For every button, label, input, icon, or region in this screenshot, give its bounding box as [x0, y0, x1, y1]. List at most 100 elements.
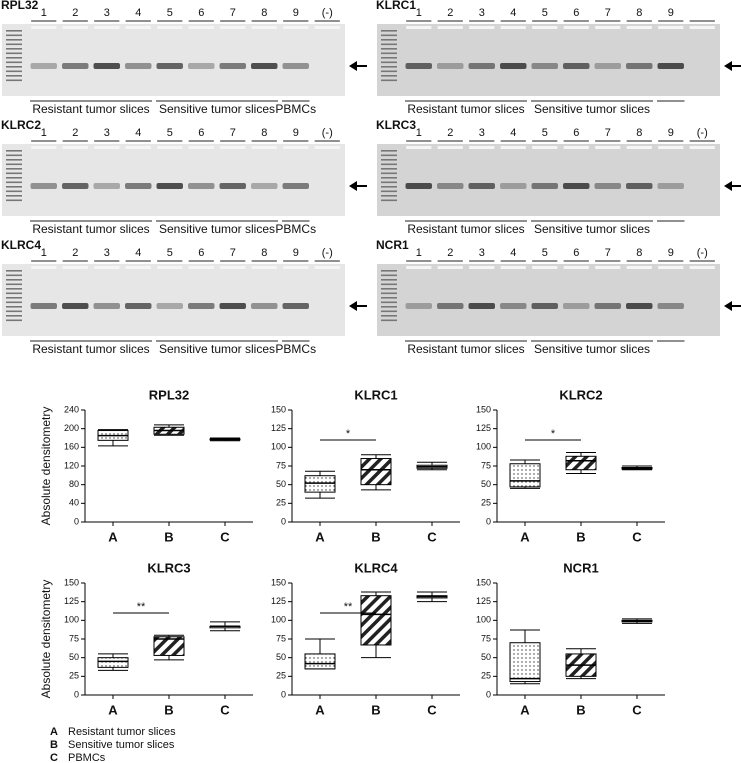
- ladder-band: [6, 190, 22, 193]
- well: [251, 266, 277, 269]
- x-tick-label: C: [220, 529, 230, 544]
- lane-label: 6: [198, 127, 204, 139]
- y-tick-label: 100: [476, 615, 491, 625]
- lane-label: 2: [72, 247, 78, 259]
- group-label: Resistant tumor slices: [32, 342, 149, 356]
- x-tick-label: A: [315, 529, 325, 544]
- well: [500, 26, 526, 29]
- gel-image: [2, 264, 345, 336]
- lane-label: 5: [542, 7, 548, 19]
- group-label: Resistant tumor slices: [407, 342, 524, 356]
- x-tick-label: A: [520, 529, 530, 544]
- y-tick-label: 100: [476, 442, 491, 452]
- y-tick-label: 50: [276, 479, 286, 489]
- significance-label: **: [344, 601, 353, 613]
- y-tick-label: 25: [276, 498, 286, 508]
- box: [565, 455, 597, 471]
- lane-label: 9: [293, 7, 299, 19]
- lane-label: 5: [167, 247, 173, 259]
- well: [689, 146, 715, 149]
- ladder-band: [381, 79, 397, 82]
- lane-label: 4: [510, 127, 516, 139]
- gel-band: [156, 183, 183, 189]
- y-tick-label: 150: [64, 577, 79, 587]
- group-label: Sensitive tumor slices: [159, 102, 275, 116]
- ladder-band: [6, 52, 22, 55]
- ladder-band: [381, 195, 397, 197]
- group-label: Sensitive tumor slices: [534, 222, 650, 236]
- gel-band: [531, 303, 558, 309]
- well: [314, 26, 340, 29]
- well: [62, 26, 88, 29]
- ladder-band: [6, 66, 22, 68]
- well: [251, 146, 277, 149]
- ladder-band: [6, 310, 22, 313]
- ladder-band: [6, 39, 22, 41]
- ladder-band: [381, 190, 397, 193]
- gel-title: NCR1: [376, 238, 409, 252]
- ladder-band: [381, 159, 397, 161]
- well: [283, 266, 309, 269]
- well: [563, 266, 589, 269]
- gel-band: [62, 183, 89, 189]
- y-tick-label: 0: [281, 516, 286, 526]
- lane-label: 9: [668, 247, 674, 259]
- y-tick-label: 75: [276, 633, 286, 643]
- ladder-band: [6, 315, 22, 317]
- y-tick-label: 25: [481, 671, 491, 681]
- legend-key: C: [50, 752, 58, 763]
- lane-label: 2: [447, 247, 453, 259]
- well: [563, 26, 589, 29]
- ladder-band: [6, 283, 22, 286]
- x-tick-label: C: [427, 702, 437, 717]
- gel-band: [405, 63, 432, 69]
- well: [62, 266, 88, 269]
- well: [125, 26, 151, 29]
- well: [220, 26, 246, 29]
- box: [509, 642, 541, 683]
- gel-band: [468, 63, 495, 69]
- group-label: Resistant tumor slices: [407, 102, 524, 116]
- gel-band: [219, 303, 246, 309]
- ladder-band: [381, 292, 397, 295]
- x-tick-label: B: [164, 702, 173, 717]
- gel-band: [156, 63, 183, 69]
- lane-label: 6: [573, 247, 579, 259]
- lane-label: 6: [573, 127, 579, 139]
- ladder-band: [381, 52, 397, 55]
- box: [360, 595, 392, 646]
- well: [469, 146, 495, 149]
- lane-label: (-): [697, 127, 708, 139]
- lane-label: 4: [510, 247, 516, 259]
- gel-band: [563, 63, 590, 69]
- y-tick-label: 50: [276, 652, 286, 662]
- ladder-band: [381, 48, 397, 50]
- ladder-band: [6, 199, 22, 202]
- lane-label: 8: [636, 127, 642, 139]
- ladder-band: [6, 270, 22, 272]
- ladder-band: [6, 30, 22, 32]
- y-tick-label: 150: [476, 404, 491, 414]
- ladder-band: [381, 186, 397, 188]
- lane-label: 3: [479, 127, 485, 139]
- ladder-band: [381, 177, 397, 179]
- gel-band: [500, 183, 527, 189]
- chart-title: RPL32: [149, 387, 189, 402]
- gel-band: [30, 183, 57, 189]
- legend-label: PBMCs: [68, 752, 106, 763]
- y-tick-label: 0: [486, 516, 491, 526]
- lane-label: 9: [668, 7, 674, 19]
- y-tick-label: 50: [481, 652, 491, 662]
- y-tick-label: 150: [271, 577, 286, 587]
- gel-title: KLRC2: [1, 118, 41, 132]
- y-tick-label: 120: [64, 460, 79, 470]
- ladder-band: [6, 154, 22, 157]
- gel-image: [377, 24, 720, 96]
- lane-label: 1: [416, 7, 422, 19]
- gel-band: [594, 63, 621, 69]
- x-tick-label: A: [108, 529, 118, 544]
- y-tick-label: 100: [271, 442, 286, 452]
- well: [94, 146, 120, 149]
- ladder-band: [6, 279, 22, 281]
